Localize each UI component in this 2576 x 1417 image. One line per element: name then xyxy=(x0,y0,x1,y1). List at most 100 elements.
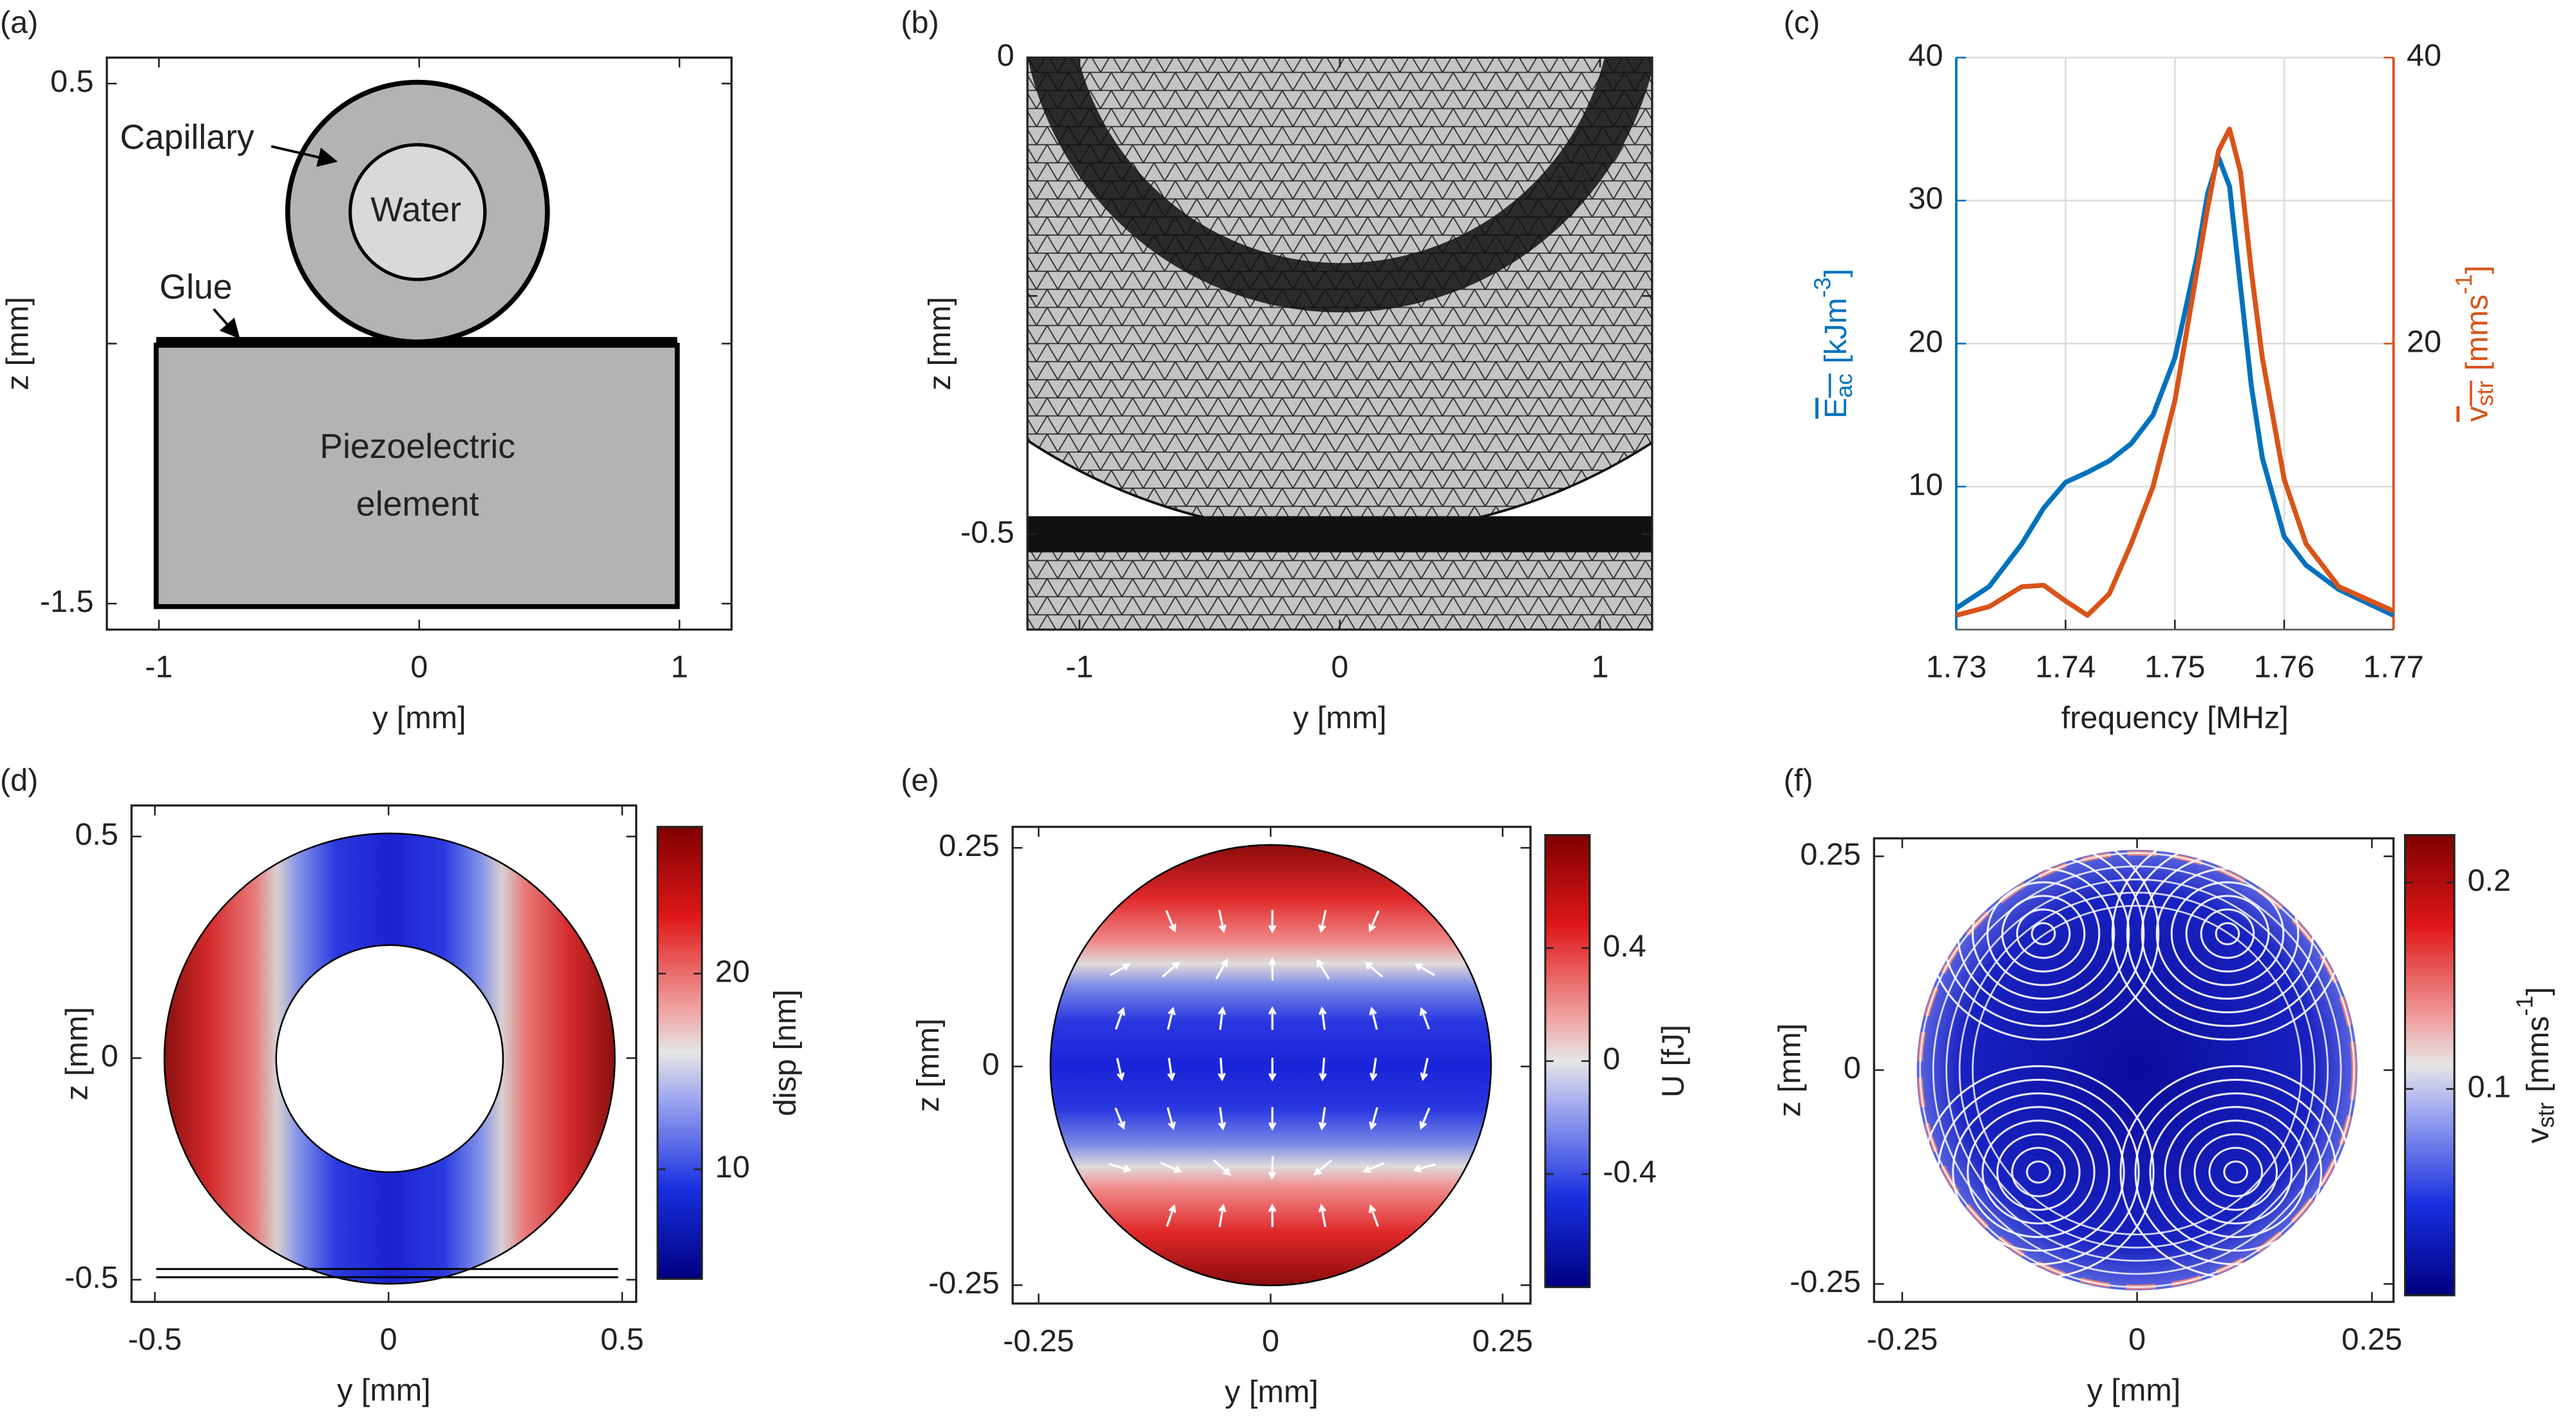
x-tick-label: 0.25 xyxy=(1473,1324,1533,1358)
field-arrow xyxy=(1362,1162,1385,1174)
x-tick-label: 0.5 xyxy=(600,1322,644,1356)
field-arrow xyxy=(1318,909,1327,933)
y-tick-label: 0.5 xyxy=(75,817,118,852)
streamline xyxy=(2164,1106,2308,1239)
x-tick-label: 0.25 xyxy=(2342,1322,2402,1356)
field-arrow xyxy=(1268,1006,1277,1030)
field-arrow xyxy=(1212,1159,1232,1176)
field-arrow xyxy=(1318,1203,1327,1228)
x-tick-label: 0 xyxy=(1331,650,1348,685)
x-tick-label: 1.76 xyxy=(2254,650,2314,685)
y-tick-label: -1.5 xyxy=(40,584,94,619)
annotation: Piezoelectric xyxy=(320,427,515,466)
field-arrow xyxy=(1319,1006,1327,1030)
field-arrow xyxy=(1114,1007,1125,1030)
panel-label: (b) xyxy=(901,5,939,40)
field-arrow xyxy=(1420,1058,1429,1081)
piezo-element xyxy=(153,343,680,609)
colorbar-tick-label: 0.4 xyxy=(1603,929,1646,964)
field-arrow xyxy=(1268,1156,1277,1181)
field-arrow xyxy=(1268,1058,1277,1081)
water xyxy=(348,143,487,281)
mesh xyxy=(1027,57,1652,630)
axis-title: vstr [mms-1] xyxy=(2512,987,2559,1143)
y-tick-label: 10 xyxy=(1909,467,1943,502)
axis-title-part: -1 xyxy=(2451,274,2477,294)
axis-title-part: ac xyxy=(1831,374,1857,398)
annotation: element xyxy=(356,484,479,523)
x-tick-label: 1.74 xyxy=(2035,650,2095,685)
field-arrow xyxy=(1167,1006,1176,1030)
field-arrow xyxy=(1369,1107,1379,1130)
field-arrow xyxy=(1218,1203,1226,1228)
streamline xyxy=(2215,922,2240,946)
y-tick-label: -0.5 xyxy=(960,515,1015,549)
colorbar-tick-label: 0.1 xyxy=(2468,1069,2511,1104)
field-arrow xyxy=(1319,1058,1328,1081)
x-tick-label: 0 xyxy=(410,650,428,685)
field-arrow xyxy=(1165,1204,1176,1227)
axis-title-part: [kJm xyxy=(1818,298,1853,363)
field-arrow xyxy=(1368,910,1380,933)
field-arrow xyxy=(1161,961,1181,978)
colorbar-tick-label: 0.2 xyxy=(2468,863,2511,898)
y-tick-label: 0 xyxy=(1844,1051,1861,1085)
y2-tick-label: 20 xyxy=(2407,324,2441,359)
streaming-field xyxy=(1916,850,2358,1291)
field-arrow xyxy=(1317,958,1330,980)
streamline xyxy=(2016,908,2071,959)
panel-label: (a) xyxy=(0,5,38,40)
y-tick-label: 30 xyxy=(1909,181,1943,216)
y-tick-label: 0.25 xyxy=(939,828,999,863)
field-arrow xyxy=(1419,1007,1430,1030)
streamline xyxy=(2149,1092,2322,1252)
y-tick-label: 0.25 xyxy=(1800,837,1861,871)
streamline xyxy=(2200,908,2255,959)
axis-title: z [mm] xyxy=(911,1018,946,1112)
axis-title: vstr [mms-1] xyxy=(2451,265,2498,422)
field-arrow xyxy=(1368,1204,1379,1227)
streamline xyxy=(1967,1106,2110,1239)
field-arrow xyxy=(1109,963,1131,976)
x-tick-label: 0 xyxy=(380,1322,397,1356)
colorbar xyxy=(656,826,703,1280)
colorbar xyxy=(2404,833,2456,1297)
field-arrow xyxy=(1165,910,1177,933)
field-arrow xyxy=(1215,958,1228,980)
axis-title-part: str xyxy=(2533,1102,2559,1128)
streamline xyxy=(1996,1133,2081,1211)
x-tick-label: 1.73 xyxy=(1926,650,1987,685)
axis-title-part: ] xyxy=(2521,987,2555,995)
axis-title-part: -3 xyxy=(1810,277,1836,298)
y-tick-label: -0.5 xyxy=(64,1260,119,1295)
x-tick-label: -0.25 xyxy=(1003,1324,1074,1358)
x-tick-label: 1.77 xyxy=(2363,650,2424,685)
field-arrow xyxy=(1268,1107,1277,1131)
x-tick-label: 0 xyxy=(2128,1322,2146,1356)
axis-title: z [mm] xyxy=(59,1007,94,1100)
streamline xyxy=(2001,895,2086,973)
axis-title: z [mm] xyxy=(1773,1023,1808,1117)
y-tick-label: 0.5 xyxy=(50,64,93,99)
axis-title-part: v xyxy=(2521,1127,2555,1143)
x-axis-title: y [mm] xyxy=(337,1373,430,1407)
axis-title: Eac [kJm-3] xyxy=(1810,269,1857,419)
potential-field xyxy=(1049,844,1492,1287)
x-tick-label: 1.75 xyxy=(2144,650,2205,685)
streamline xyxy=(1981,1119,2095,1225)
field-arrow xyxy=(1217,1006,1226,1030)
streamline xyxy=(2208,1146,2264,1197)
streamline xyxy=(2179,1119,2293,1225)
y-tick-label: 0 xyxy=(101,1039,119,1074)
pointer xyxy=(271,145,338,167)
displacement-field xyxy=(163,832,616,1285)
colorbar-tick-label: 20 xyxy=(715,954,750,989)
streamline xyxy=(2170,881,2285,986)
field-arrow xyxy=(1369,1006,1379,1030)
streamline xyxy=(2193,1133,2278,1211)
field-arrow xyxy=(1268,909,1277,934)
axis-title: U [fJ] xyxy=(1655,1025,1690,1098)
field-arrow xyxy=(1217,1107,1226,1131)
streamline xyxy=(2223,1160,2249,1184)
